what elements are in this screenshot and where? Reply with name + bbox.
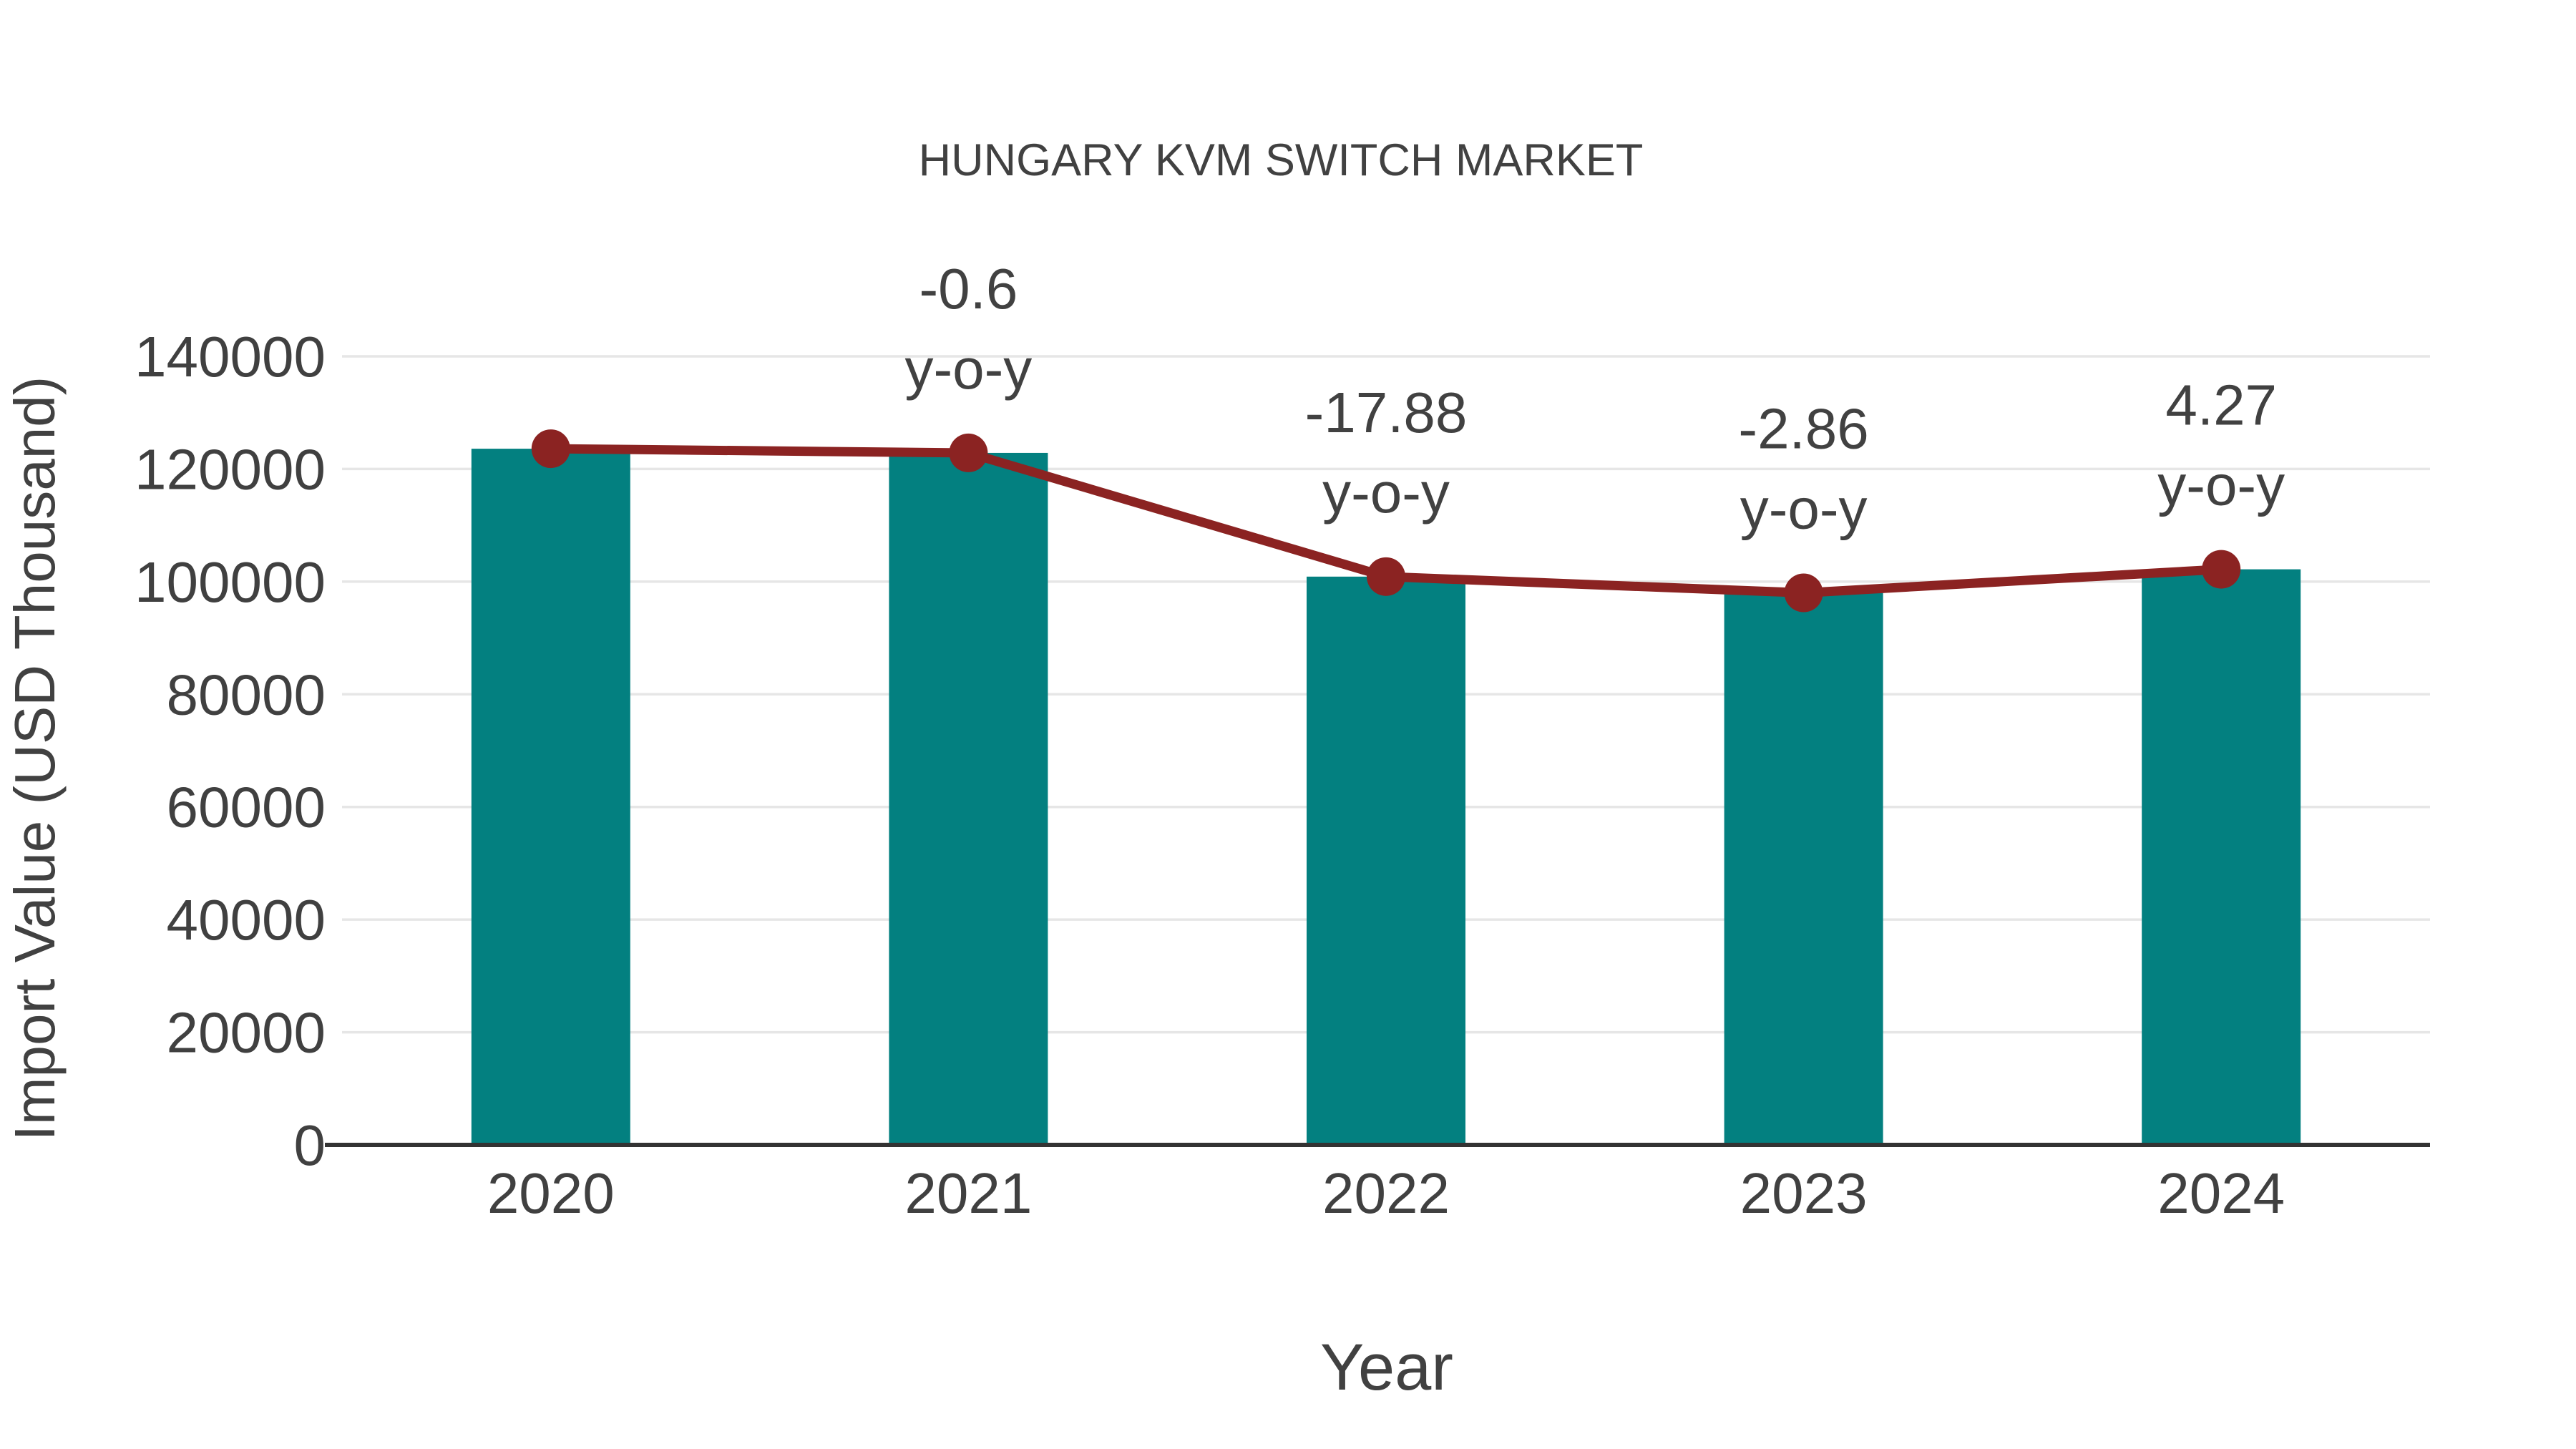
bar-series	[471, 449, 2301, 1145]
trend-marker-2023	[1784, 573, 1823, 613]
x-tick-label-2020: 2020	[487, 1161, 615, 1225]
y-tick-label-140000: 140000	[135, 325, 326, 389]
chart-title: HUNGARY KVM SWITCH MARKET	[919, 135, 1644, 185]
x-tick-labels: 2020 2021 2022 2023 2024	[487, 1161, 2285, 1225]
y-tick-label-100000: 100000	[135, 550, 326, 614]
trend-marker-2022	[1367, 557, 1405, 596]
y-tick-label-0: 0	[294, 1113, 326, 1177]
annotation-2024-value: 4.27	[2165, 374, 2277, 437]
annotation-2024-label: y-o-y	[2157, 454, 2285, 517]
yoy-annotations: -0.6 y-o-y -17.88 y-o-y -2.86 y-o-y 4.27 y-o-y	[905, 257, 2285, 541]
trend-marker-2021	[949, 433, 988, 472]
x-tick-label-2024: 2024	[2157, 1161, 2285, 1225]
y-tick-label-80000: 80000	[167, 663, 326, 726]
bar-2023	[1724, 592, 1883, 1145]
annotation-2022-value: -17.88	[1305, 381, 1468, 444]
y-axis-label: Import Value (USD Thousand)	[3, 376, 67, 1141]
y-tick-label-60000: 60000	[167, 776, 326, 839]
x-tick-label-2023: 2023	[1740, 1161, 1868, 1225]
x-tick-label-2021: 2021	[904, 1161, 1032, 1225]
y-tick-label-40000: 40000	[167, 888, 326, 952]
x-tick-label-2022: 2022	[1322, 1161, 1450, 1225]
annotation-2023-label: y-o-y	[1740, 477, 1868, 541]
trend-marker-2020	[531, 429, 570, 469]
annotation-2021-label: y-o-y	[905, 337, 1033, 401]
line-series	[531, 429, 2241, 613]
y-tick-label-120000: 120000	[135, 437, 326, 501]
x-axis-label: Year	[1320, 1331, 1453, 1404]
y-tick-labels: 0 20000 40000 60000 80000 100000 120000 140000	[135, 325, 326, 1177]
bar-2024	[2142, 569, 2301, 1145]
trend-marker-2024	[2202, 550, 2241, 589]
annotation-2022-label: y-o-y	[1322, 461, 1450, 525]
annotation-2021-value: -0.6	[919, 257, 1018, 321]
annotation-2023-value: -2.86	[1738, 397, 1868, 461]
bar-2022	[1307, 576, 1465, 1145]
bar-2020	[471, 449, 630, 1145]
y-tick-label-20000: 20000	[167, 1001, 326, 1065]
bar-2021	[889, 452, 1048, 1145]
